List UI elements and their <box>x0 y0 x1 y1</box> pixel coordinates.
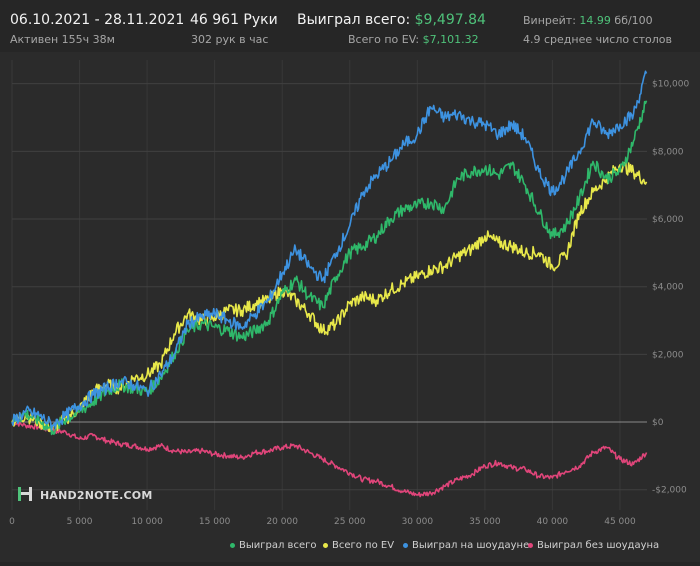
x-tick-label: 45 000 <box>604 517 636 527</box>
x-tick-label: 0 <box>9 517 15 527</box>
series-line-non-showdown <box>11 421 648 498</box>
legend-swatch <box>230 542 235 548</box>
y-tick-label: $0 <box>652 418 664 428</box>
x-tick-label: 40 000 <box>537 517 569 527</box>
legend-swatch <box>323 542 328 548</box>
winrate-stat: Винрейт: 14.99 бб/100 <box>523 14 653 27</box>
y-tick-label: $6,000 <box>652 215 684 225</box>
hands-per-hour: 302 рук в час <box>191 33 269 46</box>
ev-total-stat: Всего по EV: $7,101.32 <box>348 33 479 46</box>
winrate-unit: бб/100 <box>614 14 653 27</box>
y-tick-label: $10,000 <box>652 80 689 90</box>
legend-label: Выиграл без шоудауна <box>537 540 660 551</box>
legend-item-won-total[interactable]: Выиграл всего <box>230 540 316 554</box>
active-time: Активен 155ч 38м <box>10 33 115 46</box>
avg-tables: 4.9 среднее число столов <box>523 33 672 46</box>
legend-item-ev-total[interactable]: Всего по EV <box>323 540 394 554</box>
x-tick-label: 30 000 <box>402 517 434 527</box>
legend-swatch <box>528 542 533 548</box>
y-tick-label: $4,000 <box>652 283 684 293</box>
x-tick-label: 20 000 <box>266 517 298 527</box>
legend-item-non-showdown[interactable]: Выиграл без шоудауна <box>528 540 659 554</box>
legend-item-showdown[interactable]: Выиграл на шоудауне <box>403 540 529 554</box>
won-total-stat: Выиграл всего: $9,497.84 <box>297 12 486 28</box>
chart-area: 0 5 000 10 000 15 000 20 000 25 000 30 000 35 0… <box>0 52 700 562</box>
y-tick-label: -$2,000 <box>652 486 687 496</box>
brand-logo-text: HAND2NOTE.COM <box>40 489 153 502</box>
won-total-value: $9,497.84 <box>414 12 486 28</box>
legend-swatch <box>403 542 408 548</box>
legend-label: Выиграл на шоудауне <box>412 540 530 551</box>
x-tick-label: 5 000 <box>67 517 93 527</box>
hands-count: 46 961 Руки <box>190 12 278 28</box>
legend-label: Выиграл всего <box>239 540 317 551</box>
profit-graph: 0 5 000 10 000 15 000 20 000 25 000 30 000 35 0… <box>9 60 689 527</box>
brand-logo: HAND2NOTE.COM <box>18 487 152 504</box>
y-tick-label: $8,000 <box>652 147 684 157</box>
ev-total-label: Всего по EV: <box>348 33 420 46</box>
x-tick-label: 35 000 <box>469 517 501 527</box>
ev-total-value: $7,101.32 <box>422 33 479 46</box>
y-tick-label: $2,000 <box>652 350 684 360</box>
series-line-showdown <box>11 70 648 431</box>
date-range: 06.10.2021 - 28.11.2021 <box>10 12 185 28</box>
winrate-label: Винрейт: <box>523 14 576 27</box>
x-tick-label: 15 000 <box>199 517 231 527</box>
x-tick-label: 10 000 <box>131 517 163 527</box>
brand-logo-icon <box>18 487 32 504</box>
won-total-label: Выиграл всего: <box>297 12 411 28</box>
summary-header: 06.10.2021 - 28.11.2021 Активен 155ч 38м… <box>0 0 700 52</box>
winrate-value: 14.99 <box>579 14 611 27</box>
series-line-won-total <box>11 100 648 436</box>
x-tick-label: 25 000 <box>334 517 366 527</box>
legend-label: Всего по EV <box>332 540 395 551</box>
